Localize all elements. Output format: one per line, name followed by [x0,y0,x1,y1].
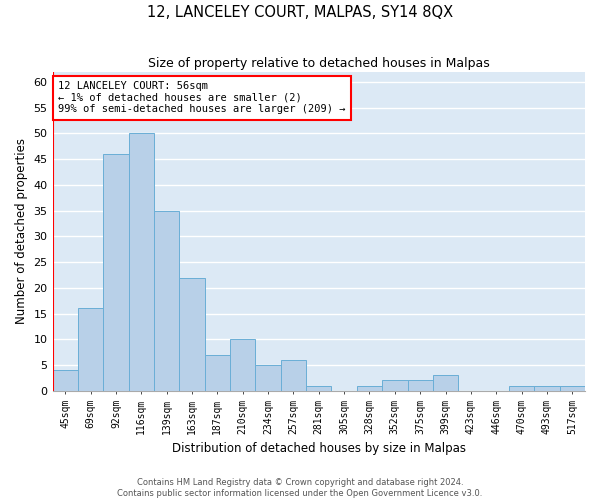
Y-axis label: Number of detached properties: Number of detached properties [15,138,28,324]
Bar [560,386,585,391]
Bar [306,386,331,391]
Bar [407,380,433,391]
Bar [205,354,230,391]
Bar [433,376,458,391]
Bar [382,380,407,391]
Bar [256,365,281,391]
Bar [534,386,560,391]
Text: Contains HM Land Registry data © Crown copyright and database right 2024.
Contai: Contains HM Land Registry data © Crown c… [118,478,482,498]
Bar [179,278,205,391]
Bar [103,154,128,391]
Bar [154,210,179,391]
Bar [128,134,154,391]
Text: 12, LANCELEY COURT, MALPAS, SY14 8QX: 12, LANCELEY COURT, MALPAS, SY14 8QX [147,5,453,20]
Text: 12 LANCELEY COURT: 56sqm
← 1% of detached houses are smaller (2)
99% of semi-det: 12 LANCELEY COURT: 56sqm ← 1% of detache… [58,81,346,114]
Bar [357,386,382,391]
X-axis label: Distribution of detached houses by size in Malpas: Distribution of detached houses by size … [172,442,466,455]
Bar [230,340,256,391]
Bar [53,370,78,391]
Bar [509,386,534,391]
Bar [78,308,103,391]
Bar [281,360,306,391]
Title: Size of property relative to detached houses in Malpas: Size of property relative to detached ho… [148,58,490,70]
